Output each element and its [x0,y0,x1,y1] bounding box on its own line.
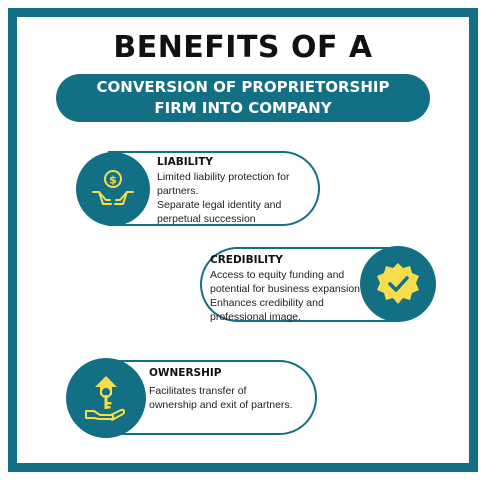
benefit-line: partners. [157,185,199,197]
svg-text:$: $ [109,174,117,187]
benefit-line: Facilitates transfer of [149,385,247,397]
benefit-title-liability: LIABILITY [157,156,213,168]
benefit-icon-circle-credibility [360,246,436,322]
subtitle-line-1: CONVERSION OF PROPRIETORSHIP [96,78,390,96]
benefit-line: Separate legal identity and [157,199,282,211]
benefit-icon-circle-ownership [66,358,146,438]
benefit-line: Enhances credibility and [210,297,324,309]
benefit-line: potential for business expansion [210,283,361,295]
benefit-line: Limited liability protection for [157,171,290,183]
hands-money-icon: $ [92,170,134,205]
benefit-line: professional image. [210,311,302,323]
benefit-icon-circle-liability: $ [76,152,150,226]
benefit-title-ownership: OWNERSHIP [149,367,222,379]
benefit-description-ownership: Facilitates transfer of ownership and ex… [149,384,293,412]
benefit-description-liability: Limited liability protection for partner… [157,170,289,226]
benefit-description-credibility: Access to equity funding and potential f… [210,268,360,324]
page-title: BENEFITS OF A [113,30,373,65]
benefit-line: perpetual succession [157,213,256,225]
subtitle-line-2: FIRM INTO COMPANY [154,99,332,117]
hand-key-house-icon [85,376,126,421]
benefit-line: ownership and exit of partners. [149,399,293,411]
verified-badge-icon [377,263,419,304]
benefit-line: Access to equity funding and [210,269,345,281]
subtitle-banner: CONVERSION OF PROPRIETORSHIP FIRM INTO C… [56,74,430,122]
benefit-title-credibility: CREDIBILITY [210,254,283,266]
benefit-card-ownership [105,360,317,435]
